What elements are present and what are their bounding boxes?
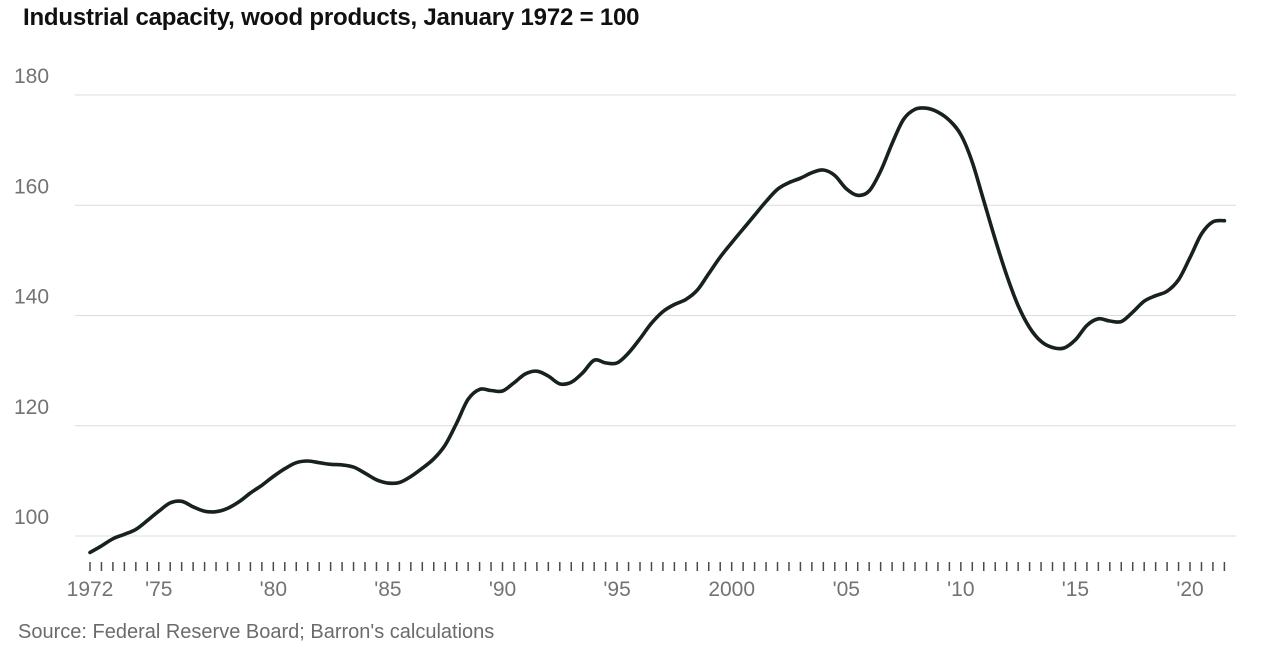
x-axis-label: '05 xyxy=(833,578,860,601)
chart-title: Industrial capacity, wood products, Janu… xyxy=(23,4,640,31)
x-axis-label: '95 xyxy=(603,578,630,601)
x-axis-label: '75 xyxy=(145,578,172,601)
y-axis-label: 160 xyxy=(14,175,49,198)
x-axis-label: 1972 xyxy=(67,578,114,601)
x-axis-label: '15 xyxy=(1062,578,1089,601)
y-axis-label: 140 xyxy=(14,286,49,309)
x-axis-label: '20 xyxy=(1176,578,1203,601)
x-axis-label: '85 xyxy=(374,578,401,601)
series-line xyxy=(88,106,1227,555)
y-axis-label: 120 xyxy=(14,396,49,419)
source-note: Source: Federal Reserve Board; Barron's … xyxy=(18,621,495,643)
x-axis-label: '10 xyxy=(947,578,974,601)
y-axis-label: 180 xyxy=(14,65,49,88)
x-axis-label: '90 xyxy=(489,578,516,601)
y-axis-label: 100 xyxy=(14,506,49,529)
x-axis-label: '80 xyxy=(260,578,287,601)
x-axis-label: 2000 xyxy=(708,578,755,601)
